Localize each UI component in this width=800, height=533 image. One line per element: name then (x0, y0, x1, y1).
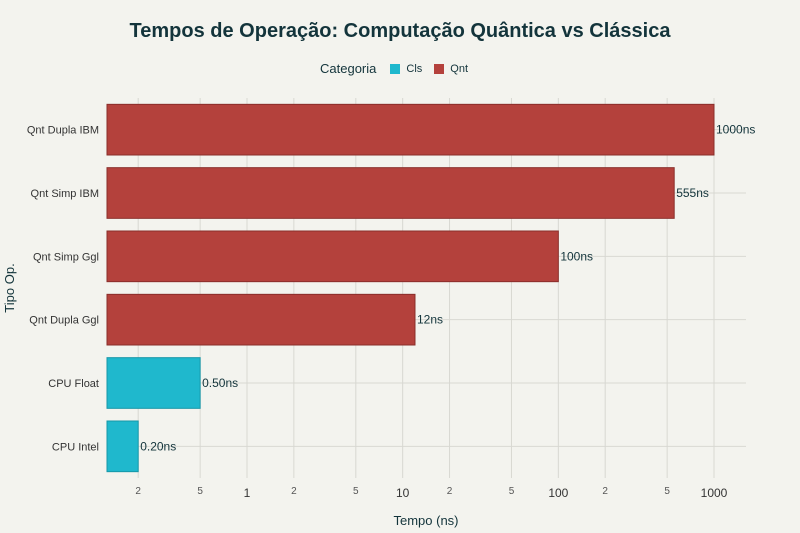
category-label: CPU Intel (52, 441, 99, 453)
x-tick-label: 1000 (701, 486, 728, 500)
legend-item-qnt[interactable]: Qnt (434, 63, 468, 75)
category-label: Qnt Dupla IBM (27, 125, 99, 137)
bar (106, 357, 201, 409)
legend-swatch-qnt (434, 63, 445, 74)
x-axis-title: Tempo (ns) (393, 513, 458, 528)
bar (106, 103, 715, 156)
x-tick-label: 10 (396, 486, 410, 500)
bar (106, 420, 139, 473)
x-tick-label: 5 (197, 486, 203, 497)
legend-title: Categoria (320, 61, 377, 76)
x-tick-label: 1 (244, 486, 251, 500)
category-label: Qnt Simp Ggl (33, 251, 99, 263)
x-tick-label: 100 (548, 486, 568, 500)
x-tick-label: 5 (664, 486, 670, 497)
category-label: Qnt Simp IBM (31, 188, 99, 200)
legend-label-qnt: Qnt (450, 62, 468, 75)
y-axis-title: Tipo Op. (2, 263, 17, 312)
data-label: 12ns (417, 313, 443, 327)
legend-label-cls: Cls (406, 62, 423, 75)
data-label: 100ns (560, 249, 593, 263)
category-label: Qnt Dupla Ggl (29, 315, 99, 327)
x-tick-label: 2 (135, 486, 141, 497)
legend-item-cls[interactable]: Cls (390, 63, 422, 75)
bar (106, 230, 559, 283)
x-tick-label: 2 (602, 486, 608, 497)
x-tick-label: 2 (447, 486, 453, 497)
x-tick-label: 5 (509, 486, 515, 497)
x-tick-label: 5 (353, 486, 359, 497)
legend: Categoria Cls Qnt (0, 61, 800, 76)
data-label: 1000ns (716, 123, 755, 137)
bar (106, 167, 675, 219)
chart-title: Tempos de Operação: Computação Quântica … (129, 20, 671, 42)
data-label: 0.20ns (140, 439, 176, 453)
x-tick-label: 2 (291, 486, 297, 497)
legend-swatch-cls (390, 63, 401, 74)
bar (106, 293, 416, 346)
category-label: CPU Float (48, 378, 99, 390)
data-label: 0.50ns (202, 376, 238, 390)
data-label: 555ns (676, 186, 709, 200)
